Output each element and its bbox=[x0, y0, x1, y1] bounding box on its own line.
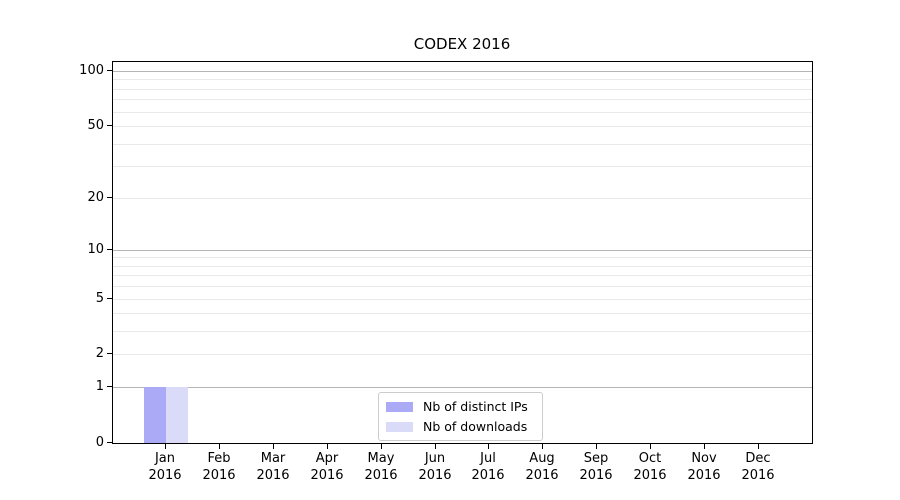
bar-nb-of-distinct-ips-jan-2016 bbox=[144, 387, 166, 443]
gridline-minor-7 bbox=[113, 275, 812, 276]
legend-swatch-downloads bbox=[386, 421, 413, 432]
legend-item-distinct-ips: Nb of distinct IPs bbox=[386, 398, 534, 415]
y-tick-label-2: 2 bbox=[95, 346, 104, 361]
x-tick-mar-2016 bbox=[273, 444, 274, 449]
x-tick-label-sep-2016: Sep 2016 bbox=[579, 451, 613, 483]
gridline-minor-30 bbox=[113, 166, 812, 167]
gridline-minor-8 bbox=[113, 266, 812, 267]
x-tick-jun-2016 bbox=[435, 444, 436, 449]
gridline-minor-50 bbox=[113, 126, 812, 127]
x-tick-jan-2016 bbox=[165, 444, 166, 449]
y-tick-2 bbox=[107, 353, 112, 354]
gridline-minor-60 bbox=[113, 112, 812, 113]
y-tick-0 bbox=[107, 442, 112, 443]
gridline-minor-90 bbox=[113, 79, 812, 80]
x-tick-feb-2016 bbox=[219, 444, 220, 449]
y-tick-5 bbox=[107, 298, 112, 299]
y-tick-label-0: 0 bbox=[95, 435, 104, 450]
plot-area bbox=[112, 61, 813, 444]
x-tick-label-dec-2016: Dec 2016 bbox=[741, 451, 775, 483]
x-tick-label-jun-2016: Jun 2016 bbox=[418, 451, 452, 483]
gridline-minor-20 bbox=[113, 198, 812, 199]
x-tick-label-jan-2016: Jan 2016 bbox=[148, 451, 182, 483]
y-tick-label-50: 50 bbox=[87, 118, 104, 133]
y-tick-1 bbox=[107, 386, 112, 387]
x-tick-label-mar-2016: Mar 2016 bbox=[256, 451, 290, 483]
y-tick-50 bbox=[107, 125, 112, 126]
x-tick-label-feb-2016: Feb 2016 bbox=[202, 451, 236, 483]
gridline-minor-40 bbox=[113, 144, 812, 145]
gridline-minor-9 bbox=[113, 257, 812, 258]
x-tick-label-aug-2016: Aug 2016 bbox=[525, 451, 559, 483]
legend-swatch-distinct-ips bbox=[386, 401, 413, 412]
legend-item-downloads: Nb of downloads bbox=[386, 418, 534, 435]
x-tick-aug-2016 bbox=[542, 444, 543, 449]
x-tick-jul-2016 bbox=[488, 444, 489, 449]
legend-label-distinct-ips: Nb of distinct IPs bbox=[423, 399, 528, 414]
y-tick-10 bbox=[107, 249, 112, 250]
legend: Nb of distinct IPs Nb of downloads bbox=[378, 392, 543, 441]
x-tick-nov-2016 bbox=[704, 444, 705, 449]
y-tick-label-1: 1 bbox=[95, 379, 104, 394]
gridline-major-10 bbox=[113, 250, 812, 251]
chart-title: CODEX 2016 bbox=[413, 35, 511, 53]
gridline-major-100 bbox=[113, 71, 812, 72]
x-tick-apr-2016 bbox=[327, 444, 328, 449]
y-tick-label-5: 5 bbox=[95, 291, 104, 306]
x-tick-dec-2016 bbox=[758, 444, 759, 449]
y-tick-label-100: 100 bbox=[79, 63, 104, 78]
x-tick-label-oct-2016: Oct 2016 bbox=[633, 451, 667, 483]
x-tick-label-jul-2016: Jul 2016 bbox=[471, 451, 505, 483]
gridline-minor-6 bbox=[113, 286, 812, 287]
gridline-minor-3 bbox=[113, 331, 812, 332]
x-tick-label-may-2016: May 2016 bbox=[364, 451, 398, 483]
gridline-minor-4 bbox=[113, 313, 812, 314]
y-tick-label-10: 10 bbox=[87, 242, 104, 257]
gridline-minor-2 bbox=[113, 354, 812, 355]
x-tick-label-apr-2016: Apr 2016 bbox=[310, 451, 344, 483]
bar-nb-of-downloads-jan-2016 bbox=[166, 387, 188, 443]
y-tick-100 bbox=[107, 70, 112, 71]
x-tick-oct-2016 bbox=[650, 444, 651, 449]
y-tick-label-20: 20 bbox=[87, 190, 104, 205]
gridline-major-1 bbox=[113, 387, 812, 388]
gridline-minor-70 bbox=[113, 99, 812, 100]
x-tick-sep-2016 bbox=[596, 444, 597, 449]
x-tick-label-nov-2016: Nov 2016 bbox=[687, 451, 721, 483]
legend-label-downloads: Nb of downloads bbox=[423, 419, 528, 434]
x-tick-may-2016 bbox=[381, 444, 382, 449]
gridline-minor-80 bbox=[113, 89, 812, 90]
y-tick-20 bbox=[107, 197, 112, 198]
gridline-minor-5 bbox=[113, 299, 812, 300]
